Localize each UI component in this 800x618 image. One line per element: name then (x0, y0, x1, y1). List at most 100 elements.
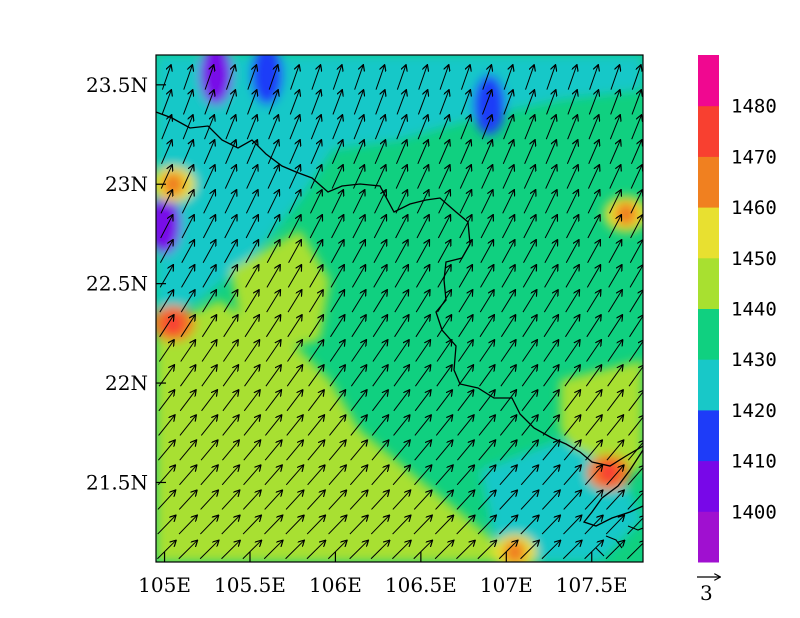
wind-vector (264, 490, 283, 510)
wind-vector (286, 365, 302, 387)
wind-vector (392, 490, 411, 510)
wind-vector (521, 415, 538, 436)
wind-vector (183, 65, 193, 90)
wind-vector (288, 240, 302, 263)
wind-vector (353, 165, 364, 189)
wind-vector (563, 440, 581, 461)
wind-vector (287, 315, 302, 338)
wind-vector (329, 390, 346, 412)
wind-vector (371, 465, 389, 486)
wind-vector (247, 65, 257, 90)
wind-vector (456, 515, 475, 535)
wind-vector (608, 265, 622, 288)
wind-vector (203, 165, 215, 189)
wind-vector (628, 365, 643, 387)
wind-vector (331, 140, 342, 165)
colorbar-label: 1400 (731, 501, 777, 523)
wind-vector (224, 240, 237, 263)
colorbar-swatch (698, 207, 719, 259)
wind-vector (330, 290, 345, 313)
wind-vector (545, 140, 556, 165)
wind-vector (522, 265, 536, 288)
wind-vector (457, 340, 473, 362)
wind-vector (393, 415, 410, 436)
wind-vector (222, 415, 239, 436)
wind-vector (373, 215, 386, 239)
wind-vector (161, 140, 172, 165)
wind-vector (415, 290, 430, 313)
wind-vector (609, 115, 620, 140)
wind-vector (586, 340, 602, 362)
low-zone (473, 74, 506, 135)
wind-vector (479, 315, 494, 338)
wind-vector (245, 240, 259, 263)
wind-vector (182, 165, 194, 189)
colorbar-label: 1440 (731, 299, 777, 321)
wind-vector (439, 90, 449, 115)
wind-vector (566, 215, 579, 239)
y-tick-label: 22.5N (86, 272, 148, 296)
wind-vector (267, 165, 279, 189)
wind-vector (587, 165, 599, 189)
wind-vector (542, 440, 560, 461)
wind-vector (396, 140, 406, 165)
wind-vector (204, 65, 214, 90)
wind-vector (585, 415, 602, 436)
wind-vector (328, 465, 346, 486)
wind-vector (371, 490, 389, 510)
wind-vector (502, 140, 513, 165)
x-tick-label: 106E (309, 573, 362, 597)
wind-vector (585, 440, 603, 461)
wind-vector (479, 340, 495, 362)
wind-vector (311, 90, 321, 115)
wind-vector (308, 340, 324, 362)
wind-vector (459, 165, 471, 189)
colorbar: 1400 1410 1420 1430 1440 1450 1460 1470 1480 (698, 55, 777, 563)
wind-vector (544, 265, 558, 288)
wind-vector (307, 415, 324, 436)
wind-vector (157, 490, 176, 510)
wind-vector (415, 340, 431, 362)
wind-vector (520, 540, 539, 560)
wind-vector (565, 265, 579, 288)
wind-vector (287, 265, 301, 288)
wind-vector (286, 440, 304, 461)
wind-vector (545, 165, 557, 189)
hotspot (503, 540, 526, 562)
wind-vector (396, 115, 407, 140)
wind-vector (478, 440, 496, 461)
wind-vector (181, 265, 194, 288)
wind-vector (499, 515, 517, 535)
wind-vector (243, 465, 261, 486)
wind-vector (437, 265, 451, 288)
wind-vector (587, 240, 601, 263)
wind-vector (544, 215, 557, 239)
wind-vector (352, 215, 365, 239)
wind-vector (288, 215, 301, 239)
y-tick-label: 23.5N (86, 73, 148, 97)
wind-vector (630, 190, 642, 214)
wind-vector (565, 240, 579, 263)
wind-vector (179, 465, 196, 486)
wind-vector (161, 65, 171, 90)
wind-vector (310, 140, 321, 165)
wind-vector (246, 165, 258, 189)
wind-vector (243, 440, 261, 461)
wind-vector (417, 165, 429, 189)
wind-vector (178, 490, 197, 510)
wind-vector (203, 140, 214, 165)
wind-vector (200, 440, 218, 461)
wind-vector (396, 90, 406, 115)
wind-vector (477, 515, 496, 535)
wind-vector (246, 115, 257, 140)
wind-vector (354, 65, 364, 90)
wind-vector (438, 140, 449, 165)
wind-vector (434, 515, 453, 535)
wind-vector (266, 240, 280, 263)
wind-vector (182, 140, 193, 165)
y-tick-label: 23N (105, 172, 148, 196)
wind-vector (629, 265, 643, 288)
wind-vector (201, 315, 216, 338)
wind-vector (629, 315, 643, 338)
wind-vector (180, 290, 195, 313)
